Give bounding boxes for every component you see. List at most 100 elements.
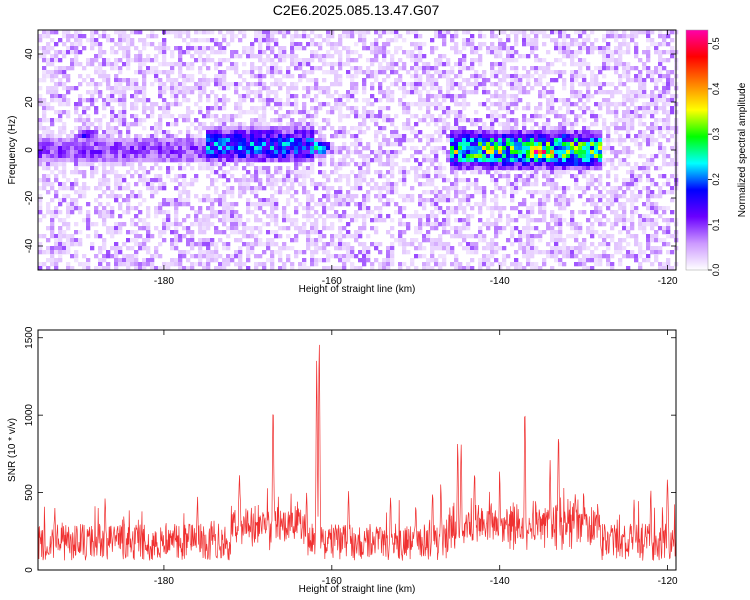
- heatmap-cell: [454, 62, 459, 67]
- heatmap-cell: [254, 126, 259, 131]
- heatmap-cell: [566, 34, 571, 39]
- heatmap-cell: [434, 238, 439, 243]
- heatmap-cell: [250, 202, 255, 207]
- heatmap-cell: [90, 82, 95, 87]
- heatmap-cell: [254, 82, 259, 87]
- heatmap-cell: [170, 102, 175, 107]
- heatmap-cell: [526, 90, 531, 95]
- heatmap-cell: [158, 122, 163, 127]
- heatmap-cell: [74, 102, 79, 107]
- heatmap-cell: [230, 118, 235, 123]
- heatmap-cell: [446, 110, 451, 115]
- heatmap-cell: [266, 150, 271, 155]
- heatmap-cell: [494, 102, 499, 107]
- heatmap-cell: [110, 194, 115, 199]
- heatmap-cell: [394, 30, 399, 35]
- heatmap-cell: [230, 202, 235, 207]
- heatmap-cell: [62, 138, 67, 143]
- heatmap-cell: [450, 210, 455, 215]
- heatmap-cell: [386, 142, 391, 147]
- heatmap-cell: [46, 74, 51, 79]
- heatmap-cell: [226, 218, 231, 223]
- heatmap-cell: [514, 166, 519, 171]
- heatmap-cell: [250, 138, 255, 143]
- heatmap-cell: [534, 266, 539, 271]
- heatmap-cell: [226, 186, 231, 191]
- heatmap-cell: [518, 138, 523, 143]
- heatmap-cell: [386, 118, 391, 123]
- heatmap-cell: [438, 242, 443, 247]
- heatmap-cell: [342, 34, 347, 39]
- heatmap-cell: [570, 154, 575, 159]
- heatmap-cell: [250, 74, 255, 79]
- heatmap-cell: [310, 122, 315, 127]
- heatmap-cell: [186, 34, 191, 39]
- heatmap-cell: [338, 158, 343, 163]
- heatmap-cell: [422, 62, 427, 67]
- heatmap-cell: [534, 78, 539, 83]
- heatmap-cell: [422, 266, 427, 271]
- heatmap-cell: [522, 106, 527, 111]
- heatmap-cell: [410, 66, 415, 71]
- heatmap-cell: [518, 142, 523, 147]
- heatmap-cell: [306, 126, 311, 131]
- heatmap-cell: [226, 42, 231, 47]
- heatmap-cell: [246, 150, 251, 155]
- heatmap-cell: [198, 94, 203, 99]
- heatmap-cell: [570, 198, 575, 203]
- heatmap-cell: [98, 258, 103, 263]
- heatmap-cell: [438, 194, 443, 199]
- heatmap-cell: [430, 182, 435, 187]
- heatmap-cell: [298, 78, 303, 83]
- heatmap-cell: [518, 234, 523, 239]
- heatmap-cell: [442, 130, 447, 135]
- heatmap-cell: [130, 86, 135, 91]
- heatmap-cell: [490, 134, 495, 139]
- heatmap-cell: [74, 38, 79, 43]
- heatmap-cell: [266, 42, 271, 47]
- heatmap-cell: [90, 38, 95, 43]
- heatmap-cell: [510, 98, 515, 103]
- heatmap-cell: [118, 134, 123, 139]
- heatmap-cell: [294, 42, 299, 47]
- heatmap-cell: [118, 118, 123, 123]
- heatmap-cell: [526, 162, 531, 167]
- heatmap-cell: [458, 198, 463, 203]
- heatmap-cell: [354, 266, 359, 271]
- heatmap-cell: [442, 54, 447, 59]
- heatmap-cell: [270, 142, 275, 147]
- heatmap-cell: [250, 142, 255, 147]
- heatmap-cell: [430, 150, 435, 155]
- heatmap-cell: [418, 66, 423, 71]
- heatmap-cell: [50, 58, 55, 63]
- heatmap-cell: [238, 222, 243, 227]
- heatmap-cell: [398, 262, 403, 267]
- heatmap-cell: [166, 158, 171, 163]
- heatmap-cell: [474, 150, 479, 155]
- heatmap-cell: [506, 158, 511, 163]
- heatmap-cell: [506, 238, 511, 243]
- heatmap-cell: [182, 174, 187, 179]
- heatmap-cell: [114, 174, 119, 179]
- heatmap-cell: [222, 258, 227, 263]
- heatmap-cell: [558, 258, 563, 263]
- heatmap-cell: [450, 262, 455, 267]
- heatmap-cell: [82, 194, 87, 199]
- heatmap-cell: [418, 118, 423, 123]
- heatmap-cell: [166, 214, 171, 219]
- heatmap-cell: [570, 126, 575, 131]
- heatmap-cell: [386, 74, 391, 79]
- heatmap-cell: [546, 190, 551, 195]
- heatmap-cell: [358, 34, 363, 39]
- heatmap-cell: [102, 142, 107, 147]
- heatmap-cell: [538, 266, 543, 271]
- heatmap-cell: [158, 46, 163, 51]
- heatmap-cell: [378, 154, 383, 159]
- heatmap-cell: [586, 154, 591, 159]
- heatmap-cell: [514, 50, 519, 55]
- heatmap-cell: [362, 118, 367, 123]
- heatmap-cell: [418, 82, 423, 87]
- heatmap-cell: [542, 130, 547, 135]
- heatmap-cell: [474, 74, 479, 79]
- heatmap-cell: [446, 86, 451, 91]
